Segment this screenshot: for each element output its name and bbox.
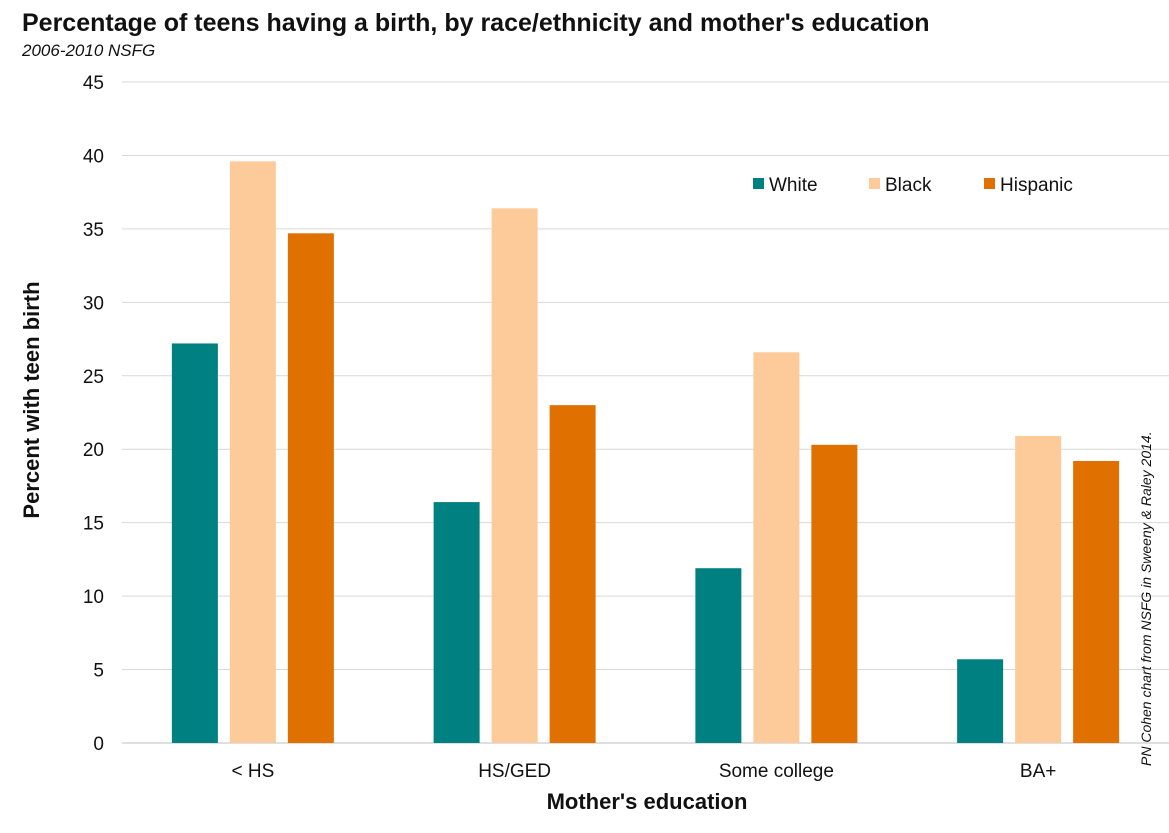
y-tick-label: 20 [83, 440, 104, 461]
y-tick-label: 45 [83, 73, 104, 94]
y-tick-label: 15 [83, 514, 104, 535]
legend-swatch-hispanic [984, 178, 995, 189]
y-tick-label: 5 [93, 661, 104, 682]
y-tick-label: 10 [83, 587, 104, 608]
bar-hispanic-1 [549, 405, 596, 743]
x-tick-labels: < HS HS/GED Some college BA+ [231, 761, 1056, 782]
legend-label-hispanic: Hispanic [1000, 175, 1073, 196]
x-axis-title: Mother's education [547, 789, 748, 814]
chart-subtitle: 2006-2010 NSFG [21, 41, 155, 60]
legend-swatch-white [753, 178, 764, 189]
chart-title: Percentage of teens having a birth, by r… [22, 9, 930, 37]
y-axis-title: Percent with teen birth [19, 281, 44, 518]
bar-white-0 [171, 343, 218, 743]
y-tick-label: 25 [83, 367, 104, 388]
bar-black-2 [753, 352, 800, 743]
y-tick-label: 0 [93, 734, 104, 755]
bar-black-3 [1015, 436, 1062, 743]
bar-white-3 [957, 659, 1004, 743]
bar-white-1 [433, 502, 480, 743]
bar-hispanic-0 [287, 233, 334, 743]
y-tick-label: 40 [83, 146, 104, 167]
x-tick-label: < HS [231, 761, 274, 782]
bar-white-2 [695, 568, 742, 743]
bars [171, 161, 1120, 743]
legend-swatch-black [869, 178, 880, 189]
source-note: PN Cohen chart from NSFG in Sweeny & Ral… [1138, 431, 1154, 766]
bar-hispanic-3 [1073, 460, 1120, 743]
x-tick-label: Some college [719, 761, 834, 782]
x-tick-label: HS/GED [478, 761, 551, 782]
legend-label-white: White [769, 175, 818, 196]
y-tick-label: 35 [83, 220, 104, 241]
y-tick-labels: 0 5 10 15 20 25 30 35 40 45 [83, 73, 104, 755]
y-tick-label: 30 [83, 293, 104, 314]
bar-black-1 [491, 208, 538, 743]
x-tick-label: BA+ [1020, 761, 1056, 782]
legend: White Black Hispanic [753, 175, 1073, 196]
bar-hispanic-2 [811, 444, 858, 743]
legend-label-black: Black [885, 175, 932, 196]
bar-black-0 [229, 161, 276, 743]
